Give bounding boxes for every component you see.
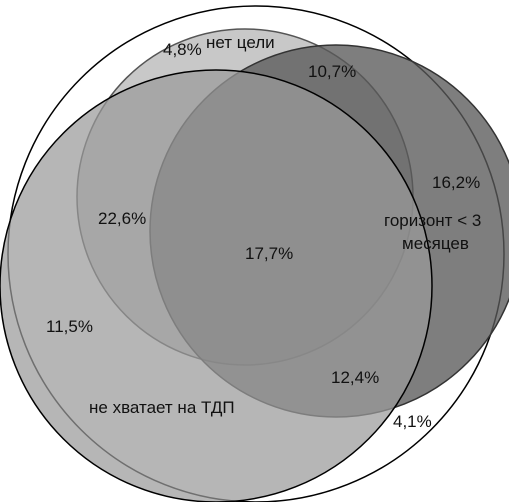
region-tdp-only: 11,5% xyxy=(46,317,93,336)
label-no-goal: нет цели xyxy=(206,33,275,52)
region-all-three: 17,7% xyxy=(245,244,293,263)
set-tdp-circle xyxy=(0,69,433,502)
region-horizon-tdp: 12,4% xyxy=(331,368,379,387)
region-no-goal-tdp: 22,6% xyxy=(98,209,146,228)
region-horizon-only: 16,2% xyxy=(432,173,480,192)
label-not-enough-tdp: не хватает на ТДП xyxy=(89,398,235,417)
label-horizon-line1: горизонт < 3 xyxy=(384,211,481,230)
region-none: 4,1% xyxy=(393,412,432,431)
region-no-goal-only: 4,8% xyxy=(163,40,202,59)
label-horizon-line2: месяцев xyxy=(402,234,469,253)
region-no-goal-horizon: 10,7% xyxy=(308,62,356,81)
